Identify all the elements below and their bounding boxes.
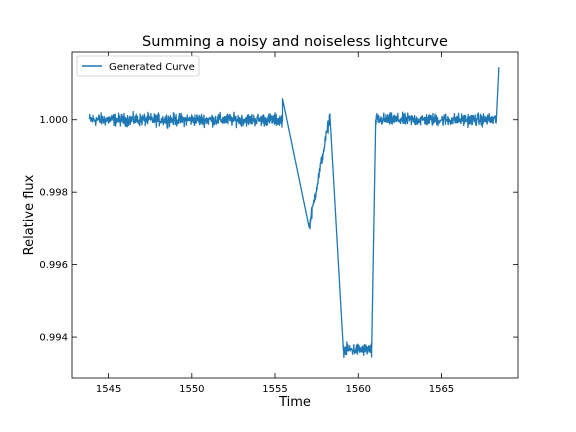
x-tick-label: 1550 — [179, 384, 204, 395]
legend-box — [76, 55, 200, 77]
series-layer — [88, 67, 500, 359]
y-tick-label: 1.000 — [39, 115, 68, 126]
y-tick-label: 0.994 — [39, 333, 68, 344]
plot-frame — [71, 51, 519, 379]
y-tick-label: 0.996 — [39, 260, 68, 271]
series-line-generated-curve — [88, 67, 500, 359]
x-tick-label: 1560 — [346, 384, 371, 395]
x-tick-label: 1565 — [429, 384, 454, 395]
x-axis-label: Time — [278, 395, 311, 410]
chart-title: Summing a noisy and noiseless lightcurve — [142, 34, 448, 50]
y-axis-label: Relative flux — [22, 174, 37, 255]
legend-label-generated-curve: Generated Curve — [109, 62, 195, 73]
y-tick-label: 0.998 — [39, 188, 68, 199]
axis-ticks: 1545 1550 1555 1560 1565 0.994 0.996 0.998 1.000 — [39, 52, 518, 395]
legend: Generated Curve — [76, 55, 200, 77]
x-tick-label: 1555 — [262, 384, 287, 395]
x-tick-label: 1545 — [96, 384, 121, 395]
